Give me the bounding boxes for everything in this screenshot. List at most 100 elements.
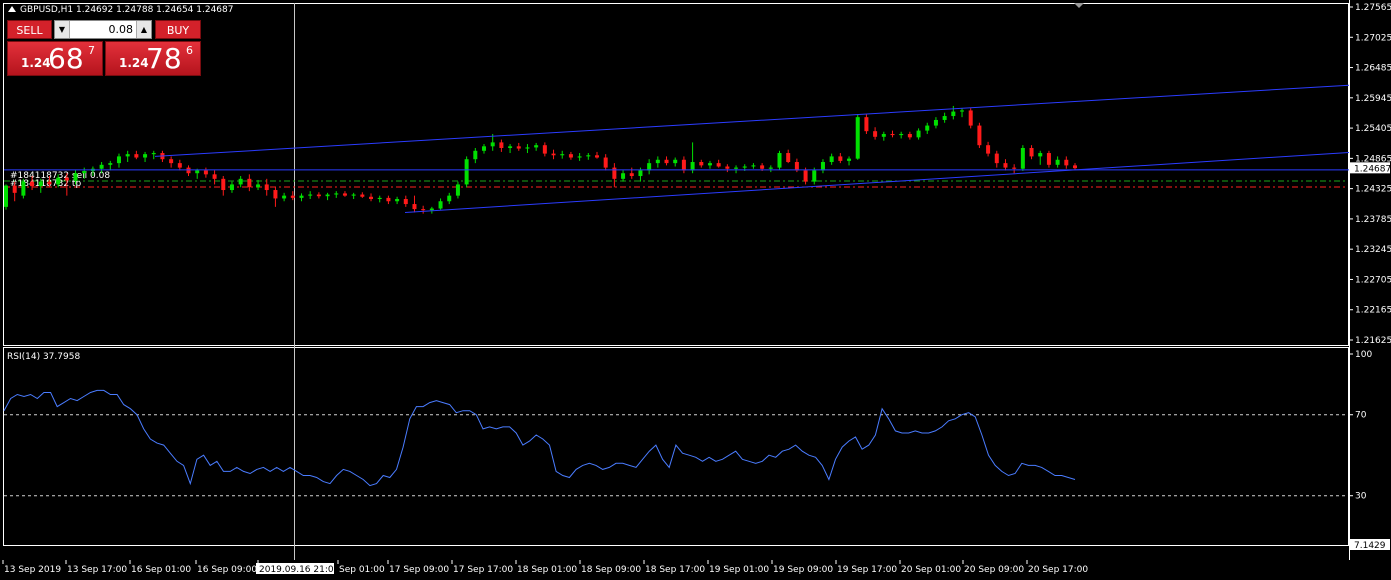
candle-body [960, 110, 965, 112]
price-tick-label: 1.26485 [1355, 64, 1391, 74]
price-tick-label: 1.23245 [1355, 245, 1391, 255]
candle-body [169, 159, 174, 164]
lot-increase-icon[interactable]: ▲ [136, 21, 151, 38]
candle-body [725, 166, 730, 169]
candle-body [12, 185, 17, 193]
candle-body [777, 153, 782, 168]
candle-body [464, 159, 469, 185]
candle-body [612, 167, 617, 179]
candle-body [177, 163, 182, 168]
price-tick-label: 1.22165 [1355, 306, 1391, 316]
current-price-label: 1.24687 [1354, 164, 1391, 174]
candle-body [342, 193, 347, 196]
time-tick-label: 17 Sep 09:00 [389, 565, 449, 575]
candle-body [751, 165, 756, 167]
candle-body [951, 111, 956, 117]
candle-body [421, 209, 426, 211]
sell-order-label: #184118732 sell 0.08 [10, 171, 110, 181]
lot-size-input[interactable] [71, 22, 133, 37]
candle-body [699, 162, 704, 166]
price-tick-label: 1.23785 [1355, 215, 1391, 225]
time-tick-label: 19 Sep 09:00 [773, 565, 833, 575]
buy-button[interactable]: BUY [155, 20, 201, 39]
candle-body [1020, 147, 1025, 169]
rsi-tick-label: 30 [1355, 492, 1367, 502]
time-tick-label: 18 Sep 09:00 [581, 565, 641, 575]
candle-body [473, 150, 478, 160]
sell-price-box[interactable]: 1.24 68 7 [7, 41, 103, 76]
candle-body [794, 162, 799, 171]
buy-price-pips: 78 [146, 42, 182, 75]
candle-body [768, 167, 773, 169]
candle-body [325, 194, 330, 197]
candle-body [455, 184, 460, 196]
time-tick-label: 17 Sep 17:00 [453, 565, 513, 575]
candle-body [282, 195, 287, 199]
candle-body [847, 158, 852, 161]
one-click-trading-panel: SELL ▼ ▲ BUY 1.24 68 7 1.24 78 6 [7, 20, 201, 76]
time-tick-label: 16 Sep 01:00 [131, 565, 191, 575]
up-triangle-icon [8, 6, 16, 12]
buy-price-box[interactable]: 1.24 78 6 [105, 41, 201, 76]
chart-shift-icon[interactable] [1074, 3, 1084, 8]
candle-body [534, 145, 539, 148]
time-tick-label: Sep 01:00 [339, 565, 385, 575]
candle-body [151, 153, 156, 155]
candle-body [681, 159, 686, 171]
candle-body [256, 184, 261, 188]
candle-body [968, 110, 973, 126]
candle-body [942, 116, 947, 120]
candle-body [707, 163, 712, 166]
candle-body [482, 146, 487, 151]
candle-body [186, 167, 191, 174]
channel-lower-line[interactable] [404, 151, 1350, 213]
candle-body [351, 194, 356, 196]
time-tick-label: 18 Sep 17:00 [645, 565, 705, 575]
candle-body [560, 154, 565, 156]
candle-body [212, 174, 217, 179]
take-profit-label: #184118732 tp [10, 179, 81, 189]
candle-body [438, 201, 443, 209]
sell-price-pips: 68 [48, 42, 84, 75]
candle-body [568, 154, 573, 158]
sell-button[interactable]: SELL [7, 20, 52, 39]
candle-body [377, 197, 382, 200]
candle-body [108, 163, 113, 165]
candle-body [577, 156, 582, 158]
time-tick-label: 19 Sep 17:00 [837, 565, 897, 575]
candle-body [508, 146, 513, 148]
rsi-tick-label: 70 [1355, 411, 1367, 421]
rsi-label: RSI(14) 37.7958 [7, 352, 80, 362]
channel-upper-line[interactable] [154, 84, 1350, 157]
candle-body [786, 153, 791, 163]
candle-body [21, 181, 26, 196]
candle-body [690, 162, 695, 171]
time-tick-label: 13 Sep 17:00 [67, 565, 127, 575]
candle-body [655, 159, 660, 164]
price-tick-label: 1.21625 [1355, 336, 1391, 346]
candle-body [803, 170, 808, 182]
candle-body [412, 204, 417, 210]
candle-body [890, 133, 895, 136]
candle-body [4, 185, 8, 207]
rsi-line [3, 389, 1076, 487]
candle-body [273, 190, 278, 199]
rsi-subwindow-frame [3, 347, 1349, 546]
candle-body [308, 194, 313, 196]
main-chart-frame [3, 3, 1349, 346]
candle-body [299, 195, 304, 198]
candle-body [1029, 147, 1034, 157]
candle-body [977, 125, 982, 146]
candle-body [116, 156, 121, 164]
candle-body [673, 159, 678, 164]
price-tick-label: 1.27025 [1355, 33, 1391, 43]
candle-body [594, 155, 599, 158]
candle-body [56, 177, 61, 185]
candle-body [238, 178, 243, 185]
lot-decrease-icon[interactable]: ▼ [55, 21, 70, 38]
candle-body [395, 199, 400, 202]
candle-body [994, 153, 999, 164]
candle-body [82, 170, 87, 174]
candle-body [742, 166, 747, 168]
